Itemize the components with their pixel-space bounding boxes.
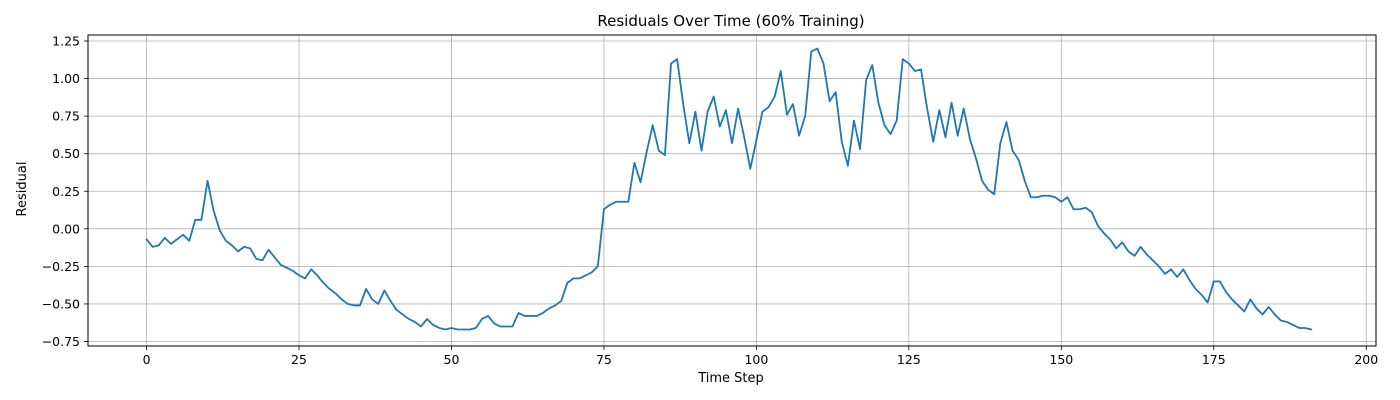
y-tick-label: −0.50 (42, 296, 80, 311)
grid-lines (88, 35, 1376, 346)
y-axis-label: Residual (15, 162, 30, 217)
chart-title: Residuals Over Time (60% Training) (597, 12, 864, 30)
plot-frame (87, 34, 1377, 347)
x-axis-label: Time Step (697, 371, 764, 386)
y-tick-label: −0.25 (42, 259, 80, 274)
x-tick-label: 25 (291, 352, 307, 367)
x-tick-label: 125 (897, 352, 921, 367)
x-tick-label: 0 (143, 352, 151, 367)
axis-ticks: 0 25 50 75 100 125 150 175 200 −0.75 −0.50 −0.25 0.0… (42, 34, 1379, 367)
y-tick-label: −0.75 (42, 334, 80, 349)
y-tick-label: 1.00 (52, 71, 80, 86)
y-tick-label: 0.50 (52, 146, 80, 161)
y-tick-label: 0.25 (52, 184, 80, 199)
series-layer (145, 47, 1313, 331)
x-tick-label: 150 (1049, 352, 1073, 367)
y-tick-label: 0.75 (52, 109, 80, 124)
residual-series-line (145, 47, 1313, 331)
x-tick-label: 175 (1202, 352, 1226, 367)
y-tick-label: 1.25 (52, 34, 80, 49)
x-tick-label: 100 (744, 352, 768, 367)
x-tick-label: 200 (1354, 352, 1378, 367)
x-tick-label: 50 (444, 352, 460, 367)
x-tick-label: 75 (596, 352, 612, 367)
y-tick-label: 0.00 (52, 221, 80, 236)
